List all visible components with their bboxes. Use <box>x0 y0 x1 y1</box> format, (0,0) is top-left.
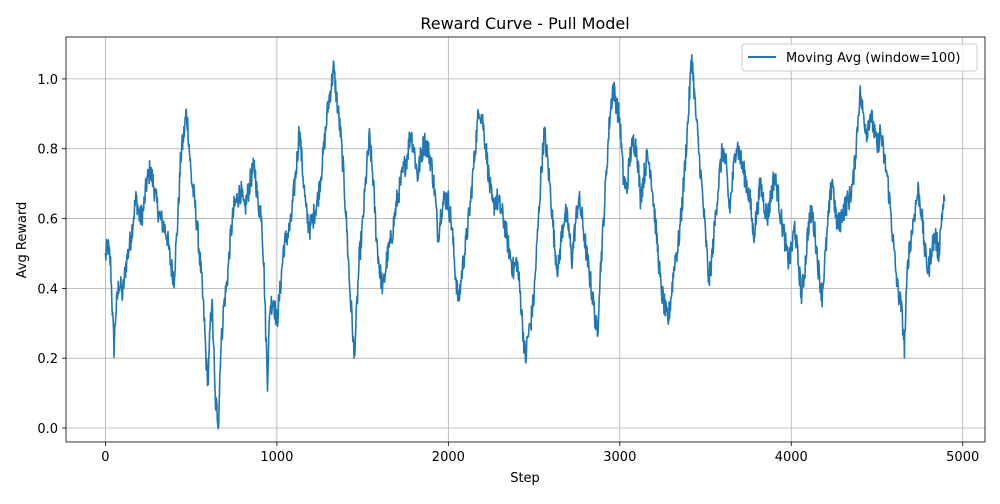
axis-ticks: 0 1000 2000 3000 4000 5000 0.0 0.2 0.4 0.6 0.8 1.0 <box>37 73 979 465</box>
x-tick-label: 1000 <box>260 450 293 465</box>
plot-area-frame <box>65 36 986 443</box>
y-tick-label: 0.0 <box>37 422 58 437</box>
x-tick-label: 2000 <box>432 450 465 465</box>
legend: Moving Avg (window=100) <box>741 43 978 72</box>
y-tick-label: 0.4 <box>37 282 58 297</box>
series-layer <box>104 53 946 430</box>
y-tick-label: 1.0 <box>37 73 58 88</box>
x-tick-label: 3000 <box>603 450 636 465</box>
x-axis-label: Step <box>510 471 540 486</box>
moving-average-line <box>104 53 946 430</box>
legend-box <box>741 43 978 72</box>
x-tick-label: 4000 <box>775 450 808 465</box>
y-tick-label: 0.8 <box>37 143 58 158</box>
legend-series-label: Moving Avg (window=100) <box>786 51 960 66</box>
chart-title: Reward Curve - Pull Model <box>420 14 629 33</box>
y-tick-label: 0.2 <box>37 352 58 367</box>
x-tick-label: 5000 <box>946 450 979 465</box>
x-tick-label: 0 <box>101 450 109 465</box>
y-tick-label: 0.6 <box>37 213 58 228</box>
y-axis-label: Avg Reward <box>15 202 30 279</box>
